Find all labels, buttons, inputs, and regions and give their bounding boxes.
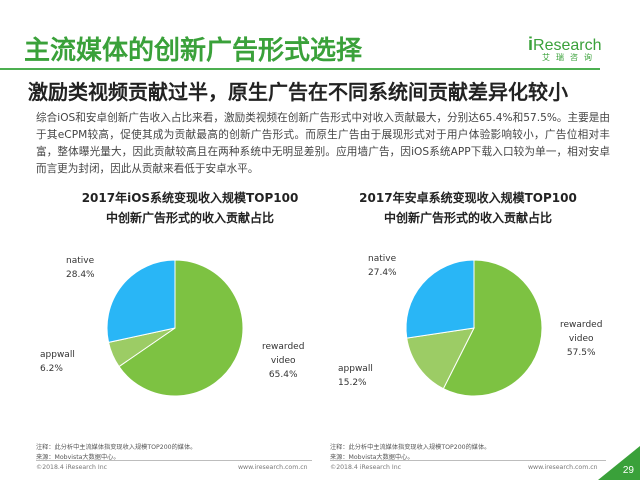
chart-ios-title-line2: 中创新广告形式的收入贡献占比 xyxy=(105,211,274,225)
chart-ios-note: 注释：此分析中主流媒体指变现收入规模TOP200的媒体。 来源：Mobvista… xyxy=(36,444,197,461)
page-corner-decoration xyxy=(598,446,640,480)
chart-ios-label-native: native 28.4% xyxy=(66,256,95,280)
chart-ios-pie xyxy=(106,259,244,397)
footer-copyright-right: ©2018.4 iResearch Inc xyxy=(330,464,402,471)
chart-ios-slice-native xyxy=(106,259,176,344)
chart-android-label-appwall: appwall 15.2% xyxy=(338,364,373,388)
chart-android-slice-native xyxy=(405,259,475,339)
page-title: 主流媒体的创新广告形式选择 xyxy=(24,36,363,66)
chart-ios-label-appwall: appwall 6.2% xyxy=(40,350,75,374)
chart-android-slice-appwall xyxy=(406,327,475,390)
chart-ios-title-line1: 2017年iOS系统变现收入规模TOP100 xyxy=(81,191,299,205)
footer-url-left: www.iresearch.com.cn xyxy=(238,464,308,471)
chart-android-label-native: native 27.4% xyxy=(368,254,397,278)
chart-android-label-rewarded: rewarded video 57.5% xyxy=(560,320,603,358)
chart-android-pie xyxy=(405,259,543,397)
chart-ios-title: 2017年iOS系统变现收入规模TOP100 中创新广告形式的收入贡献占比 xyxy=(40,188,340,228)
footer-url-right: www.iresearch.com.cn xyxy=(528,464,598,471)
chart-ios-slice-rewarded-video xyxy=(118,259,244,397)
chart-android-title: 2017年安卓系统变现收入规模TOP100 中创新广告形式的收入贡献占比 xyxy=(318,188,618,228)
page-number: 29 xyxy=(622,465,634,476)
logo-subtext: 艾瑞咨询 xyxy=(542,53,598,62)
chart-android-title-line2: 中创新广告形式的收入贡献占比 xyxy=(383,211,552,225)
title-divider xyxy=(0,68,600,70)
iresearch-logo: iResearch 艾瑞咨询 xyxy=(528,34,604,66)
logo-text: iResearch xyxy=(528,34,602,54)
chart-android-note: 注释：此分析中主流媒体指变现收入规模TOP200的媒体。 来源：Mobvista… xyxy=(330,444,491,461)
chart-android-slice-rewarded-video xyxy=(442,259,543,397)
footer-divider-left xyxy=(36,460,312,461)
summary-paragraph: 综合iOS和安卓创新广告收入占比来看，激励类视频在创新广告形式中对收入贡献最大，… xyxy=(36,112,610,175)
chart-ios-label-rewarded: rewarded video 65.4% xyxy=(262,342,305,380)
page-subtitle: 激励类视频贡献过半，原生广告在不同系统间贡献差异化较小 xyxy=(28,80,568,104)
chart-android-title-line1: 2017年安卓系统变现收入规模TOP100 xyxy=(359,191,577,205)
footer-copyright-left: ©2018.4 iResearch Inc xyxy=(36,464,108,471)
footer-divider-right xyxy=(330,460,606,461)
